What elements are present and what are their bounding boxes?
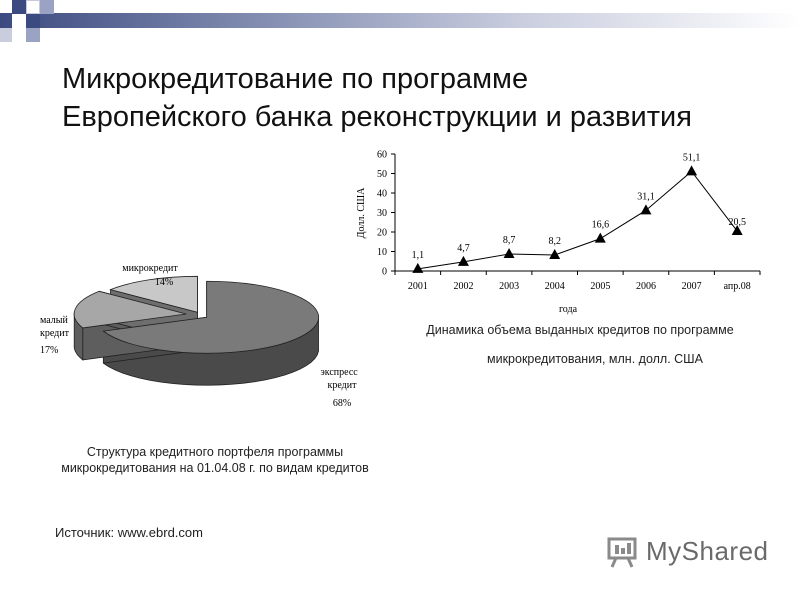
pie-label-maly-name: малый кредит bbox=[40, 315, 70, 339]
line-data-label: 8,2 bbox=[548, 236, 561, 247]
line-x-tick-label: 2007 bbox=[682, 281, 702, 292]
line-y-tick-label: 20 bbox=[377, 228, 387, 239]
pie-label-maly-line-2: кредит bbox=[40, 328, 70, 339]
line-data-label: 8,7 bbox=[503, 235, 516, 246]
line-x-tick-label: апр.08 bbox=[724, 281, 751, 292]
line-x-tick-label: 2001 bbox=[408, 281, 428, 292]
pie-label-express-line-1: экспресс - bbox=[320, 367, 360, 378]
line-caption-line-1: Динамика объема выданных кредитов по про… bbox=[426, 323, 734, 337]
logo-text: MyShared bbox=[646, 536, 769, 566]
line-y-tick-label: 40 bbox=[377, 189, 387, 200]
pie-label-mikro-value: 14% bbox=[155, 277, 173, 288]
line-data-label: 16,6 bbox=[592, 220, 610, 231]
pie-caption: Структура кредитного портфеля программы … bbox=[61, 445, 369, 475]
deco-square bbox=[26, 14, 40, 28]
line-x-tick-label: 2005 bbox=[590, 281, 610, 292]
line-chart: 0 10 20 30 40 50 60 2001 2002 2003 2004 2005 2006 200… bbox=[356, 150, 761, 315]
line-y-axis-title: Долл. США bbox=[356, 187, 367, 238]
pie-slice-1 bbox=[102, 280, 320, 354]
deco-square bbox=[26, 28, 40, 42]
deco-square bbox=[0, 28, 12, 42]
line-y-tick-label: 10 bbox=[377, 247, 387, 258]
line-data-label: 51,1 bbox=[683, 152, 701, 163]
source-note: Источник: www.ebrd.com bbox=[55, 525, 203, 540]
deco-square bbox=[26, 0, 40, 14]
header-gradient-bar bbox=[0, 13, 800, 28]
line-x-tick-label: 2003 bbox=[499, 281, 519, 292]
line-caption-line-2: микрокредитования, млн. долл. США bbox=[487, 352, 703, 366]
line-series bbox=[417, 170, 738, 270]
line-y-tick-label: 0 bbox=[382, 267, 387, 278]
line-point-marker bbox=[731, 225, 743, 236]
pie-label-express-name: экспресс - кредит bbox=[320, 367, 360, 391]
pie-label-express-line-2: кредит bbox=[328, 380, 358, 391]
line-point-marker bbox=[457, 255, 469, 266]
line-data-label: 1,1 bbox=[412, 250, 425, 261]
page-title: Микрокредитование по программе Европейск… bbox=[62, 60, 782, 136]
line-y-tick-label: 50 bbox=[377, 169, 387, 180]
line-x-tick-label: 2004 bbox=[545, 281, 565, 292]
pie-label-maly-value: 17% bbox=[40, 345, 58, 356]
deco-square bbox=[40, 0, 54, 14]
line-y-tick-label: 60 bbox=[377, 150, 387, 161]
page-title-line-1: Микрокредитование по программе bbox=[62, 63, 529, 95]
deco-square bbox=[12, 14, 26, 28]
line-data-label: 4,7 bbox=[457, 243, 470, 254]
pie-label-mikro-name: микрокредит bbox=[122, 263, 178, 274]
line-point-marker bbox=[412, 262, 424, 273]
deco-square bbox=[12, 0, 26, 14]
line-point-marker bbox=[549, 249, 561, 260]
pie-slice-3 bbox=[109, 275, 198, 313]
line-point-marker bbox=[640, 204, 652, 215]
line-point-marker bbox=[686, 165, 698, 176]
line-data-label: 20,5 bbox=[728, 217, 746, 228]
pie-slice-2 bbox=[73, 290, 187, 329]
presentation-board-icon bbox=[607, 537, 637, 568]
pie-label-maly-line-1: малый bbox=[40, 315, 68, 326]
page-title-line-2: Европейского банка реконструкции и разви… bbox=[62, 101, 692, 133]
line-x-tick-label: 2006 bbox=[636, 281, 656, 292]
line-x-tick-label: 2002 bbox=[453, 281, 473, 292]
line-point-marker bbox=[594, 232, 606, 243]
line-y-tick-label: 30 bbox=[377, 208, 387, 219]
pie-label-express-value: 68% bbox=[333, 398, 351, 409]
line-data-label: 31,1 bbox=[637, 191, 655, 202]
pie-chart: микрокредит 14% малый кредит 17% экспресс… bbox=[40, 263, 360, 409]
line-x-axis-title: года bbox=[559, 304, 578, 315]
line-point-marker bbox=[503, 248, 515, 259]
